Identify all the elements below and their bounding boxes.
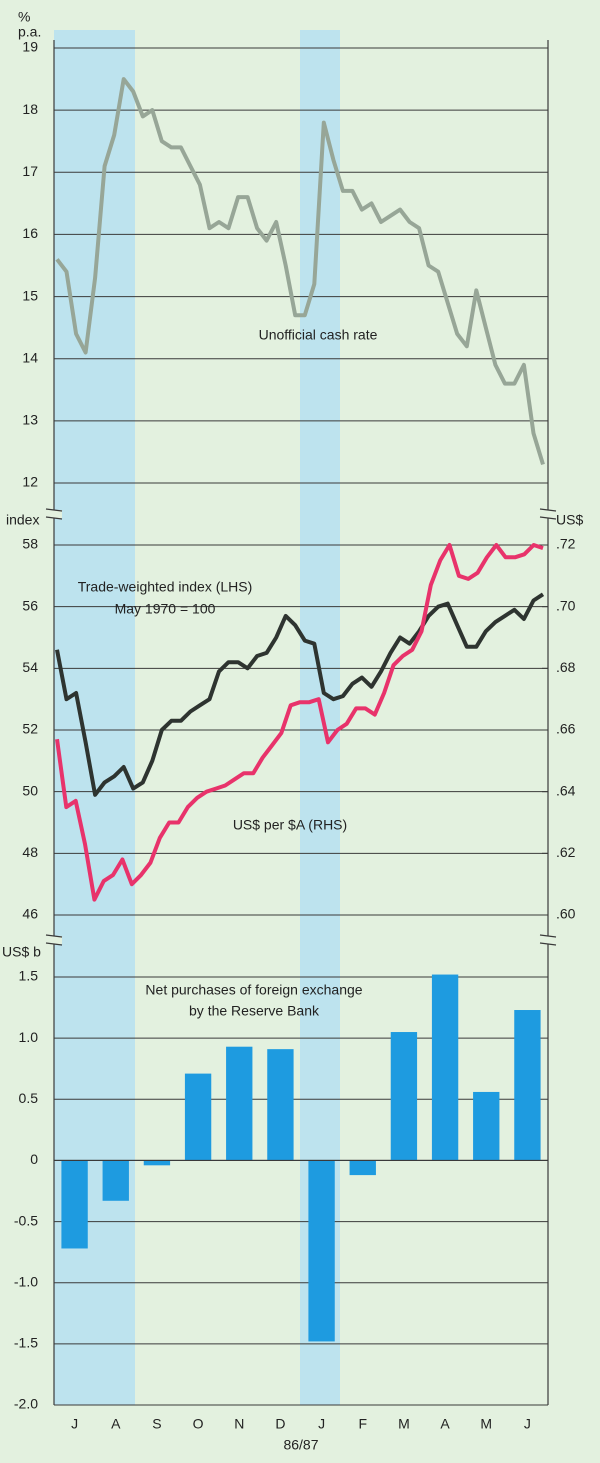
y-tick-label: 13 [22,412,38,428]
y2-tick-label: .62 [556,844,576,860]
y-tick-label: -0.5 [14,1212,38,1228]
y-tick-label: 16 [22,225,38,241]
y2-tick-label: .66 [556,721,576,737]
annotation: May 1970 = 100 [115,601,216,617]
axis-break [45,508,63,512]
y2-tick-label: .68 [556,659,576,675]
x-tick-label: J [71,1416,78,1432]
y-unit: US$ b [2,944,41,960]
y-unit: % [18,9,30,25]
bar [473,1091,500,1161]
x-tick-label: F [358,1416,367,1432]
annotation: Unofficial cash rate [259,327,378,343]
x-tick-label: O [193,1416,204,1432]
annotation: Trade-weighted index (LHS) [78,579,253,595]
line-series [55,592,545,797]
bar [226,1046,253,1161]
y2-unit: US$ [556,512,583,528]
y-unit: index [6,512,39,528]
axis-break [539,508,557,512]
y2-tick-label: .72 [556,536,576,552]
y-tick-label: 15 [22,287,38,303]
y-tick-label: 54 [22,659,38,675]
y2-tick-label: .70 [556,597,576,613]
bar [102,1160,129,1201]
y-tick-label: 58 [22,536,38,552]
annotation: US$ per $A (RHS) [233,817,347,833]
x-tick-label: J [524,1416,531,1432]
y-unit: p.a. [18,24,41,40]
x-tick-label: D [275,1416,285,1432]
axis-break [540,936,556,944]
bar [431,974,459,1161]
y-tick-label: 56 [22,597,38,613]
y-tick-label: 1.5 [19,968,39,984]
axis-break [540,510,556,518]
y-tick-label: 18 [22,101,38,117]
axis-break [539,516,557,520]
annotation: by the Reserve Bank [189,1003,320,1019]
y-tick-label: 19 [22,39,38,55]
bar [308,1160,335,1342]
y2-tick-label: .64 [556,782,576,798]
y-tick-label: 14 [22,349,38,365]
y-tick-label: -2.0 [14,1396,38,1412]
bar [349,1160,376,1176]
y-tick-label: 48 [22,844,38,860]
axis-break [46,936,62,944]
y2-tick-label: .60 [556,906,576,922]
x-tick-label: M [398,1416,410,1432]
bar [61,1160,88,1249]
x-tick-label: S [152,1416,161,1432]
x-axis-label: 86/87 [283,1437,318,1453]
y-tick-label: 1.0 [19,1029,39,1045]
axis-break [539,934,557,938]
y-tick-label: 50 [22,782,38,798]
axis-break [45,516,63,520]
x-tick-label: M [480,1416,492,1432]
x-tick-label: J [318,1416,325,1432]
annotation: Net purchases of foreign exchange [145,982,362,998]
line-series [55,543,544,902]
x-tick-label: A [440,1416,450,1432]
bar [184,1073,212,1161]
y-tick-label: 0 [30,1151,38,1167]
y-tick-label: 52 [22,721,38,737]
bar [514,1010,541,1161]
y-tick-label: 17 [22,163,38,179]
axis-break [45,934,63,938]
y-tick-label: 0.5 [19,1090,39,1106]
bar [267,1049,294,1161]
x-tick-label: N [234,1416,244,1432]
bar [143,1160,171,1166]
y-tick-label: -1.0 [14,1273,38,1289]
line-series [55,77,545,465]
y-tick-label: 46 [22,906,38,922]
bar [390,1032,418,1161]
x-tick-label: A [111,1416,121,1432]
y-tick-label: -1.5 [14,1335,38,1351]
axis-break [46,510,62,518]
axis-break [539,942,557,946]
axis-break [45,942,63,946]
y-tick-label: 12 [22,474,38,490]
